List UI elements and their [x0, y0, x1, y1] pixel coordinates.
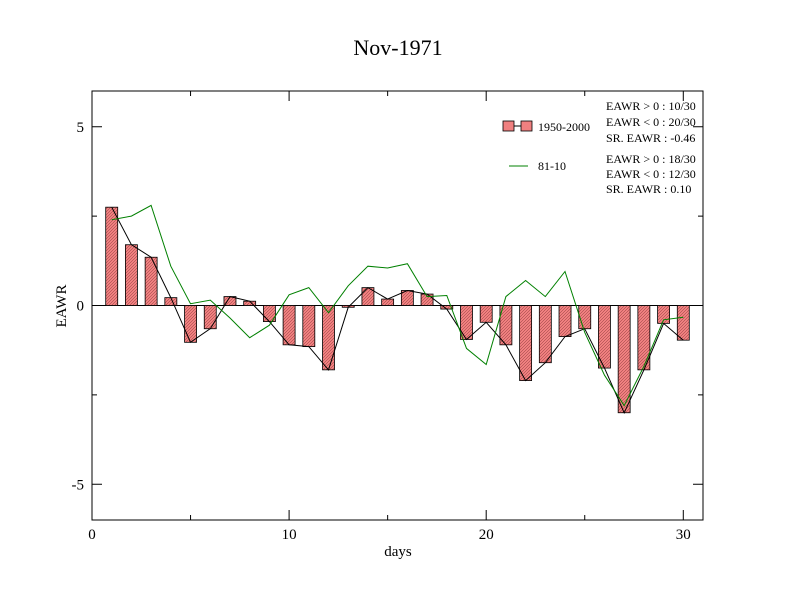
annotation-set2-positive: EAWR > 0 : 18/30: [606, 152, 696, 166]
bar-day-6: [203, 305, 217, 330]
bar-day-10: [282, 305, 296, 346]
bar-day-19: [460, 305, 473, 340]
y-axis-label: EAWR: [54, 285, 70, 328]
legend-entry-81-10: 81-10: [538, 159, 566, 173]
bar-day-20: [479, 305, 493, 323]
bar-day-2: [125, 244, 138, 306]
legend-swatch-bar-1: [502, 120, 515, 132]
bar-day-25: [578, 305, 592, 330]
y-tick-label-5: 5: [77, 120, 85, 136]
series-line-1950-2000: [111, 206, 684, 415]
annotation-set1-sr: SR. EAWR : -0.46: [606, 131, 695, 145]
y-tick-label--5: -5: [72, 477, 85, 493]
bar-day-23: [538, 305, 552, 364]
bar-day-30: [676, 305, 690, 341]
bar-day-1: [105, 206, 119, 306]
annotation-set2-negative: EAWR < 0 : 12/30: [606, 167, 696, 181]
annotation-set2-sr: SR. EAWR : 0.10: [606, 182, 691, 196]
x-tick-label-30: 30: [676, 527, 691, 543]
legend: 1950-2000 81-10: [502, 120, 590, 173]
chart-title: Nov-1971: [353, 35, 442, 60]
bar-day-24: [558, 305, 572, 338]
bar-day-12: [322, 305, 335, 371]
x-tick-label-10: 10: [282, 527, 297, 543]
annotation-set1-positive: EAWR > 0 : 10/30: [606, 99, 696, 113]
annotation-set1-negative: EAWR < 0 : 20/30: [606, 115, 696, 129]
x-axis-label: days: [384, 544, 412, 560]
plot-marks: [92, 204, 703, 415]
bar-day-22: [519, 305, 533, 381]
axes: 0 10 20 30 -5 0 5: [72, 91, 703, 543]
bar-day-3: [144, 256, 158, 306]
bar-day-15: [381, 298, 395, 306]
legend-entry-1950-2000: 1950-2000: [538, 120, 590, 134]
x-tick-label-0: 0: [88, 527, 96, 543]
bar-day-5: [184, 305, 197, 343]
x-tick-label-20: 20: [479, 527, 494, 543]
legend-swatch-bar-2: [520, 120, 533, 132]
bar-day-11: [302, 305, 316, 348]
y-tick-label-0: 0: [77, 299, 85, 315]
series-line-81-10: [111, 204, 684, 407]
annotations: EAWR > 0 : 10/30 EAWR < 0 : 20/30 SR. EA…: [606, 99, 696, 196]
